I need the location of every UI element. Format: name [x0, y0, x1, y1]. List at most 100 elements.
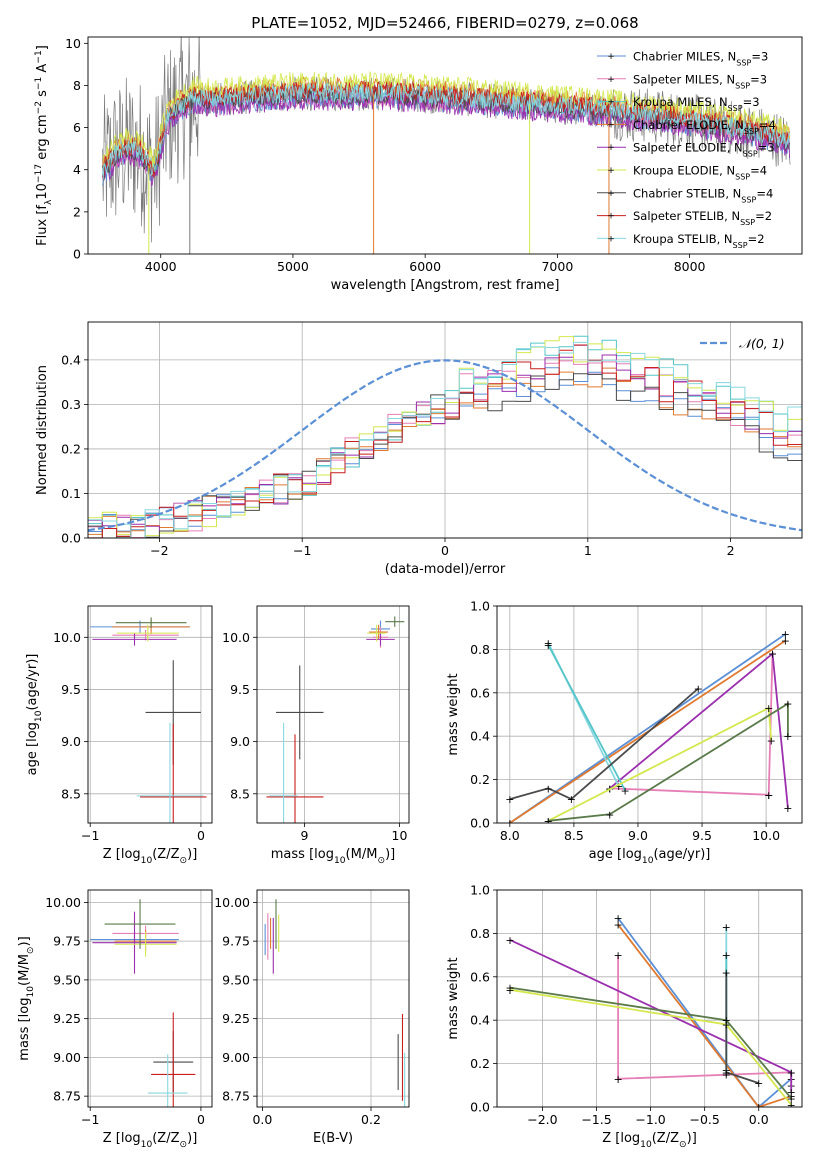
series-marker: + [787, 1086, 796, 1099]
series-marker: + [783, 730, 792, 743]
x-tick-label: −2 [150, 543, 168, 558]
series-marker: + [787, 1099, 796, 1112]
legend-marker: + [607, 52, 615, 62]
data-point [147, 1054, 188, 1107]
data-point [92, 633, 177, 646]
x-tick-label: 10 [392, 828, 408, 843]
series-line [725, 972, 759, 1084]
y-tick-label: 9.5 [230, 682, 250, 697]
series-marker: + [614, 919, 623, 932]
legend-entry: Kroupa ELODIE, NSSP=4 [633, 164, 767, 182]
x-tick-label: 7000 [541, 259, 573, 274]
x-tick-label: 4000 [145, 259, 177, 274]
series-marker: + [505, 793, 514, 806]
y-tick-label: 0.2 [470, 772, 490, 787]
x-tick-label: 8.5 [564, 828, 584, 843]
series-marker: + [754, 1101, 763, 1114]
series-line [609, 787, 769, 796]
series-marker: + [544, 782, 553, 795]
legend-marker: + [607, 98, 615, 108]
series-line [509, 986, 792, 1099]
x-tick-label: 0.0 [749, 1112, 769, 1127]
x-tick-label: 6000 [409, 259, 441, 274]
legend-marker: + [607, 143, 615, 153]
series-marker: + [722, 1066, 731, 1079]
series-marker: + [544, 639, 553, 652]
series-marker: + [614, 912, 623, 925]
x-axis-label: E(B-V) [313, 1131, 353, 1146]
y-axis-label: mass weight [446, 673, 461, 755]
x-tick-label: −0.5 [689, 1112, 719, 1127]
y-tick-label: 0.4 [470, 729, 490, 744]
plot-area-massweight-vs-Z: ++++++++++++++++++++++++++ [505, 912, 796, 1114]
plot-area-spectrum [102, 37, 791, 254]
y-tick-label: 10.0 [53, 630, 81, 645]
x-tick-label: 0 [197, 828, 205, 843]
series-marker: + [505, 984, 514, 997]
y-tick-label: 0.3 [61, 397, 81, 412]
x-tick-label: 5000 [277, 259, 309, 274]
y-tick-label: 10.00 [214, 895, 250, 910]
y-tick-label: 0.0 [61, 531, 81, 546]
x-tick-label: −1.0 [635, 1112, 665, 1127]
axes-massweight-vs-age: ++++++++++++++++++++++++++8.0 8.5 9.0 9.5 10… [446, 599, 803, 866]
axes-spectrum: 4000 5000 6000 7000 8000 0 2 4 6 8 10 wavelength [A… [34, 36, 803, 293]
y-axis-label: Normed distribution [35, 365, 50, 495]
legend-entry: Chabrier ELODIE, NSSP=4 [633, 118, 776, 136]
x-axis-label: mass [log10(M/M⊙)] [271, 847, 395, 866]
series-marker: + [787, 1066, 796, 1079]
y-tick-label: 0.6 [470, 969, 490, 984]
series-line [617, 924, 792, 1107]
plot-area-age-vs-Z [90, 617, 207, 823]
series-marker: + [505, 982, 514, 995]
axes-frame [87, 321, 803, 539]
legend-marker: + [607, 234, 615, 244]
y-tick-label: 9.0 [230, 734, 250, 749]
x-tick-label: −1 [293, 543, 311, 558]
figure-title: PLATE=1052, MJD=52466, FIBERID=0279, z=0… [251, 14, 638, 32]
data-point [114, 931, 177, 957]
series-marker: + [722, 966, 731, 979]
y-tick-label: 0.1 [61, 486, 81, 501]
series-marker: + [768, 648, 777, 661]
x-tick-label: 10.0 [752, 828, 780, 843]
x-tick-label: 0.2 [361, 1112, 381, 1127]
x-tick-label: 2 [727, 543, 735, 558]
legend-entry: Chabrier STELIB, NSSP=4 [633, 186, 773, 204]
series-marker: + [544, 815, 553, 828]
plot-area-residuals [88, 335, 802, 538]
legend-entry: Kroupa MILES, NSSP=3 [633, 95, 760, 113]
series-marker: + [764, 702, 773, 715]
legend-entry: Chabrier MILES, NSSP=3 [633, 50, 768, 68]
x-tick-label: −2.0 [527, 1112, 557, 1127]
axes-mass-vs-Z: −1 0 8.75 9.00 9.25 9.50 9.75 10.00 Z [log10(Z/Z… [17, 889, 213, 1150]
axes-frame [87, 889, 213, 1108]
y-tick-label: 8.5 [61, 786, 81, 801]
legend-marker: + [607, 166, 615, 176]
x-tick-label: −1.5 [581, 1112, 611, 1127]
series-marker: + [614, 949, 623, 962]
y-tick-label: 0.6 [470, 685, 490, 700]
series-marker: + [614, 1073, 623, 1086]
data-point [269, 722, 298, 823]
series-marker: + [621, 784, 630, 797]
y-tick-label: 9.50 [53, 972, 81, 987]
y-tick-label: 8.75 [222, 1089, 250, 1104]
y-axis-label: mass weight [446, 957, 461, 1039]
spectrum-model-s_stelib [102, 80, 790, 178]
x-tick-label: 0 [197, 1112, 205, 1127]
series-line [609, 651, 789, 808]
axes-massweight-vs-Z: ++++++++++++++++++++++++++−2.0 −1.5 −1.0 −0… [446, 883, 803, 1150]
x-tick-label: 8.0 [500, 828, 520, 843]
y-tick-label: 1.0 [470, 599, 490, 614]
series-marker: + [544, 637, 553, 650]
x-axis-label: wavelength [Angstrom, rest frame] [331, 278, 560, 293]
series-marker: + [787, 1090, 796, 1103]
y-tick-label: 8.75 [53, 1089, 81, 1104]
y-tick-label: 0.0 [470, 1100, 490, 1115]
series-marker: + [505, 934, 514, 947]
series-line [509, 687, 699, 801]
y-tick-label: 0.8 [470, 642, 490, 657]
data-point [112, 629, 179, 641]
plot-area-massweight-vs-age: ++++++++++++++++++++++++++ [505, 628, 793, 828]
